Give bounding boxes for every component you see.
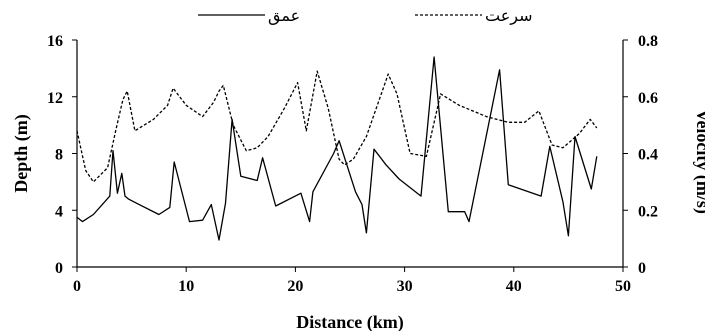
y-left-tick-label: 8 xyxy=(55,147,63,164)
y-right-tick-label: 0.2 xyxy=(638,203,658,220)
y-left-tick-label: 0 xyxy=(55,260,63,277)
y-right-tick-label: 0.6 xyxy=(638,90,658,107)
legend: عمق سرعت xyxy=(198,6,533,26)
y-right-tick-label: 0.4 xyxy=(638,147,658,164)
legend-label-velocity: سرعت xyxy=(485,6,533,26)
depth-series-line xyxy=(76,56,598,241)
x-tick-label: 20 xyxy=(287,278,303,295)
y-left-tick-label: 4 xyxy=(55,203,63,220)
x-tick-label: 10 xyxy=(178,278,194,295)
y-left-tick-label: 12 xyxy=(47,90,63,107)
axis-labels-layer: 0 10 20 30 40 50 0 4 8 12 16 0 0.2 0.4 0.6 0.8 Distance … xyxy=(11,33,705,331)
y-left-axis-title: Depth (m) xyxy=(11,114,32,193)
legend-label-depth: عمق xyxy=(268,6,300,26)
x-tick-label: 0 xyxy=(73,278,81,295)
y-left-tick-label: 16 xyxy=(47,33,63,50)
axes-layer xyxy=(72,39,628,272)
y-right-axis-title: Velocity (m/s) xyxy=(692,109,705,214)
x-axis-title: Distance (km) xyxy=(296,312,403,331)
series-layer xyxy=(76,56,598,241)
x-tick-label: 30 xyxy=(397,278,413,295)
velocity-series-line xyxy=(76,70,598,183)
y-right-tick-label: 0 xyxy=(638,260,646,277)
x-tick-label: 50 xyxy=(615,278,631,295)
y-right-tick-label: 0.8 xyxy=(638,33,658,50)
x-tick-label: 40 xyxy=(506,278,522,295)
